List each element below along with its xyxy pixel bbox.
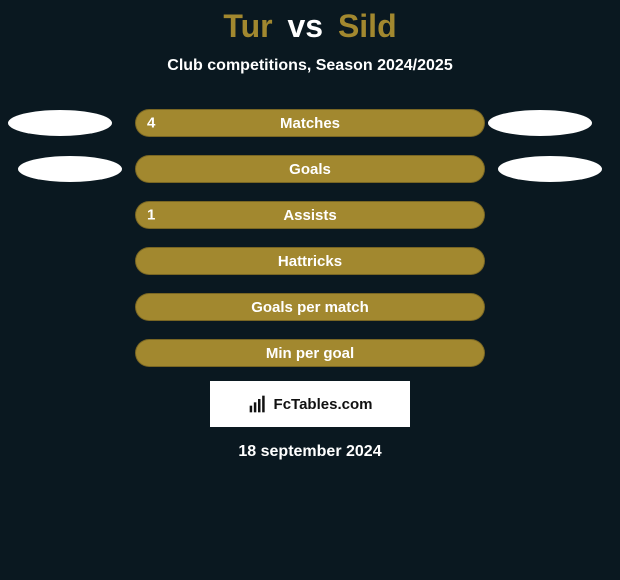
title-vs: vs (287, 8, 323, 44)
right-marker (498, 156, 602, 182)
stats-rows: 4Matches Goals 1Assists Hattricks Goals per … (0, 109, 620, 367)
bar-fill (135, 155, 485, 183)
stat-row: 1Assists (0, 201, 620, 229)
right-marker (488, 110, 592, 136)
bar-area: Min per goal (135, 339, 485, 367)
bar-fill (135, 339, 485, 367)
left-value: 1 (147, 207, 155, 224)
stat-row: Min per goal (0, 339, 620, 367)
stat-row: Goals per match (0, 293, 620, 321)
bar-fill (135, 109, 485, 137)
bar-fill (135, 247, 485, 275)
chart-icon (248, 394, 268, 414)
stat-row: Hattricks (0, 247, 620, 275)
brand-badge[interactable]: FcTables.com (210, 381, 410, 427)
bar-area: 1Assists (135, 201, 485, 229)
bar-area: 4Matches (135, 109, 485, 137)
bar-fill (135, 293, 485, 321)
page-title: Tur vs Sild (0, 8, 620, 45)
title-player2: Sild (338, 8, 397, 44)
bar-area: Goals (135, 155, 485, 183)
left-marker (18, 156, 122, 182)
left-value: 4 (147, 115, 155, 132)
stat-row: Goals (0, 155, 620, 183)
comparison-card: Tur vs Sild Club competitions, Season 20… (0, 0, 620, 461)
brand-text: FcTables.com (274, 396, 373, 413)
date-text: 18 september 2024 (0, 443, 620, 461)
stat-row: 4Matches (0, 109, 620, 137)
bar-area: Hattricks (135, 247, 485, 275)
bar-fill (135, 201, 485, 229)
left-marker (8, 110, 112, 136)
title-player1: Tur (223, 8, 272, 44)
subtitle: Club competitions, Season 2024/2025 (0, 57, 620, 75)
bar-area: Goals per match (135, 293, 485, 321)
